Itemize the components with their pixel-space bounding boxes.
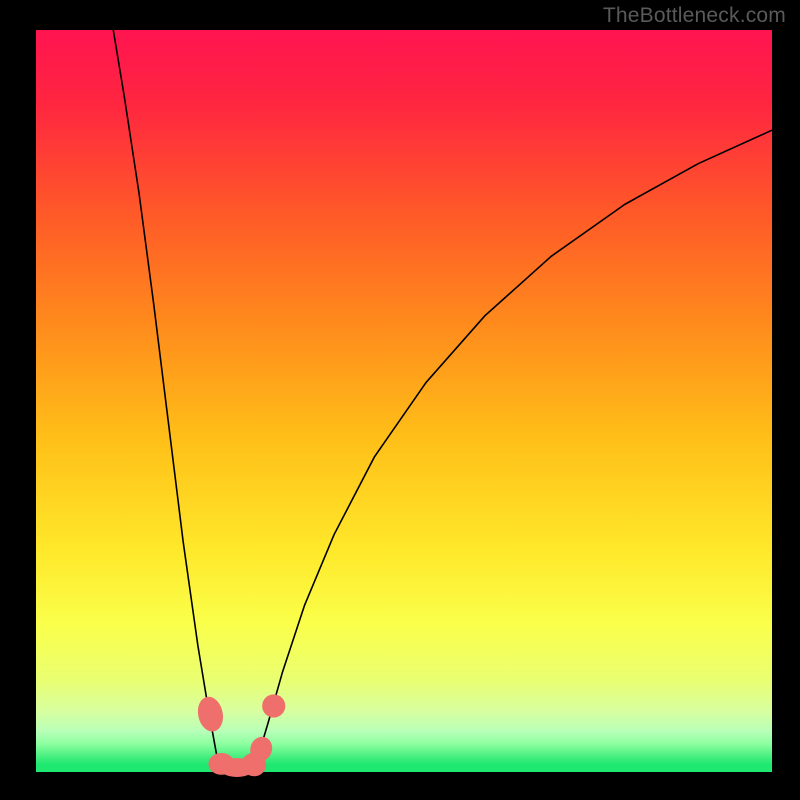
curve-marker bbox=[263, 695, 285, 717]
chart-container: TheBottleneck.com bbox=[0, 0, 800, 800]
bottleneck-chart bbox=[0, 0, 800, 800]
plot-area bbox=[36, 30, 772, 772]
watermark-text: TheBottleneck.com bbox=[603, 4, 786, 28]
